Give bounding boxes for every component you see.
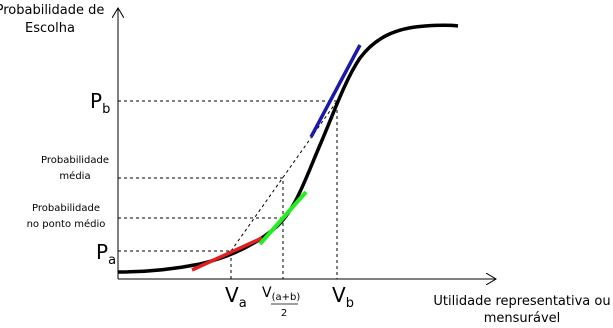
label-part: b xyxy=(346,296,354,311)
label-part: V xyxy=(225,283,239,307)
v-a-label: Va xyxy=(225,283,247,311)
label-part: P xyxy=(96,240,108,264)
x-axis-label: Utilidade representativa ou xyxy=(433,294,610,309)
label-part: b xyxy=(102,102,110,117)
tangent-b xyxy=(309,44,362,138)
label-part: V xyxy=(332,283,346,307)
tangent-mid xyxy=(258,190,308,246)
v-mid-denominator: 2 xyxy=(281,308,287,319)
p-b-label: Pb xyxy=(90,89,110,117)
tangent-a xyxy=(191,236,263,272)
label-part: V xyxy=(262,285,272,301)
prob-ponto-medio-label: Probabilidade xyxy=(32,203,100,214)
y-axis-label: Escolha xyxy=(25,21,75,36)
prob-ponto-medio-label: no ponto médio xyxy=(27,218,106,230)
label-part: (a+b) xyxy=(272,292,301,303)
label-part: a xyxy=(108,253,116,268)
v-b-label: Vb xyxy=(332,283,354,311)
label-part: P xyxy=(90,89,102,113)
prob-media-label: Probabilidade xyxy=(41,155,109,166)
v-mid-label: V(a+b) xyxy=(262,285,300,303)
p-a-label: Pa xyxy=(96,240,116,268)
prob-media-label: média xyxy=(59,170,90,182)
x-axis-label: mensurável xyxy=(484,311,561,326)
y-axis-label: Probabilidade de xyxy=(0,3,104,18)
s-curve xyxy=(117,23,459,274)
label-part: a xyxy=(239,296,247,311)
